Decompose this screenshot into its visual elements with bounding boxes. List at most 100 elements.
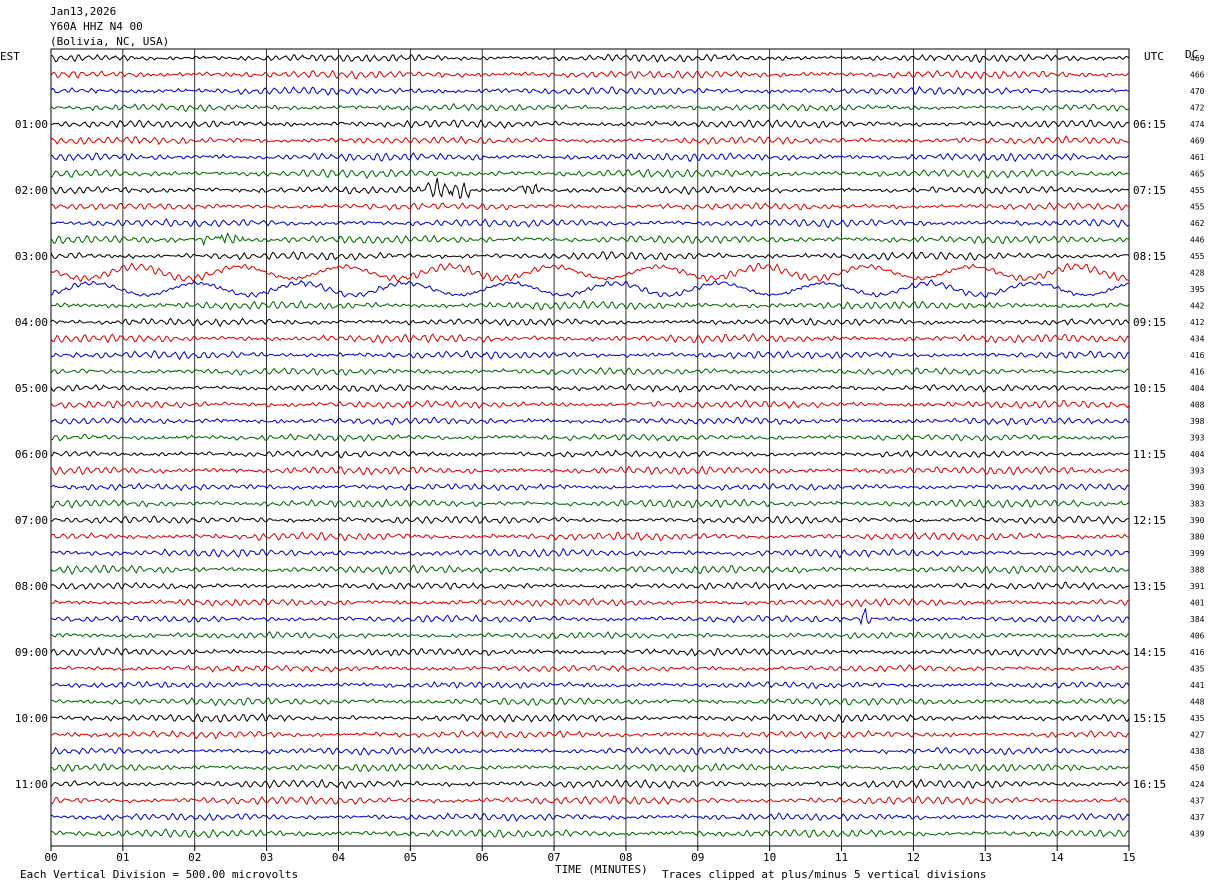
x-tick-label: 07	[547, 851, 560, 864]
x-tick-label: 12	[907, 851, 920, 864]
trace-row	[50, 547, 1130, 559]
x-tick-label: 05	[404, 851, 417, 864]
trace-row	[50, 232, 1130, 247]
trace-row	[50, 85, 1130, 96]
dc-header: DC	[1185, 48, 1199, 61]
station-location: (Bolivia, NC, USA)	[50, 35, 170, 48]
dc-offset-label: 472	[1190, 104, 1205, 113]
trace-row	[50, 279, 1130, 299]
dc-offset-label: 390	[1190, 516, 1205, 525]
est-hour-label: 10:00	[15, 712, 48, 725]
x-tick-label: 03	[260, 851, 273, 864]
est-hour-label: 07:00	[15, 514, 48, 527]
dc-offset-label: 462	[1190, 219, 1205, 228]
trace-row	[50, 762, 1130, 773]
est-hour-label: 11:00	[15, 778, 48, 791]
trace-row	[50, 350, 1130, 361]
trace-row	[50, 152, 1130, 163]
dc-offset-label: 391	[1190, 582, 1205, 591]
dc-offset-label: 398	[1190, 417, 1205, 426]
trace-row	[51, 433, 1130, 442]
trace-row	[50, 399, 1130, 410]
trace-row	[50, 53, 1130, 64]
est-hour-label: 03:00	[15, 250, 48, 263]
dc-offset-label: 448	[1190, 698, 1205, 707]
dc-offset-label: 437	[1190, 813, 1205, 822]
dc-offset-label: 388	[1190, 566, 1205, 575]
trace-row	[50, 564, 1130, 576]
dc-offset-label: 406	[1190, 632, 1205, 641]
utc-hour-label: 08:15	[1133, 250, 1166, 263]
dc-offset-label: 383	[1190, 500, 1205, 509]
dc-offset-label: 424	[1190, 780, 1205, 789]
trace-row	[50, 168, 1130, 180]
dc-offset-label: 384	[1190, 615, 1205, 624]
dc-offset-label: 439	[1190, 830, 1205, 839]
dc-offset-label: 408	[1190, 401, 1205, 410]
est-hour-label: 08:00	[15, 580, 48, 593]
trace-row	[50, 383, 1130, 393]
dc-offset-label: 395	[1190, 285, 1205, 294]
dc-offset-label: 428	[1190, 269, 1205, 278]
utc-hour-label: 16:15	[1133, 778, 1166, 791]
utc-hour-label: 15:15	[1133, 712, 1166, 725]
dc-offset-label: 416	[1190, 648, 1205, 657]
dc-offset-label: 416	[1190, 368, 1205, 377]
dc-offset-label: 399	[1190, 549, 1205, 558]
trace-row	[50, 515, 1130, 525]
trace-row	[50, 262, 1130, 283]
clip-note: Traces clipped at plus/minus 5 vertical …	[662, 868, 987, 881]
x-tick-label: 01	[116, 851, 129, 864]
x-tick-label: 09	[691, 851, 704, 864]
dc-offset-label: 393	[1190, 467, 1205, 476]
x-tick-label: 14	[1051, 851, 1065, 864]
x-tick-label: 15	[1122, 851, 1135, 864]
trace-row	[50, 680, 1130, 690]
trace-row	[50, 597, 1130, 608]
dc-offset-label: 404	[1190, 450, 1205, 459]
trace-row	[50, 828, 1130, 839]
est-hour-label: 02:00	[15, 184, 48, 197]
trace-row	[50, 697, 1130, 707]
trace-row	[50, 778, 1130, 790]
dc-offset-label: 435	[1190, 714, 1205, 723]
trace-row	[50, 119, 1130, 129]
trace-row	[50, 251, 1130, 261]
dc-offset-label: 469	[1190, 137, 1205, 146]
trace-row	[50, 367, 1130, 377]
utc-hour-label: 14:15	[1133, 646, 1166, 659]
dc-offset-label: 470	[1190, 87, 1205, 96]
utc-hour-label: 09:15	[1133, 316, 1166, 329]
trace-row	[50, 332, 1130, 344]
trace-row	[50, 102, 1130, 113]
dc-offset-label: 393	[1190, 434, 1205, 443]
dc-offset-label: 416	[1190, 351, 1205, 360]
x-tick-label: 10	[763, 851, 776, 864]
x-tick-label: 08	[619, 851, 632, 864]
scale-note: Each Vertical Division = 500.00 microvol…	[20, 868, 299, 881]
dc-offset-label: 450	[1190, 764, 1205, 773]
dc-offset-label: 437	[1190, 797, 1205, 806]
trace-row	[50, 317, 1130, 328]
x-tick-label: 02	[188, 851, 201, 864]
trace-row	[50, 630, 1130, 640]
station-code: Y60A HHZ N4 00	[50, 20, 143, 33]
dc-offset-label: 455	[1190, 186, 1205, 195]
trace-row	[50, 498, 1130, 509]
trace-row	[50, 482, 1130, 492]
dc-offset-label: 404	[1190, 384, 1205, 393]
trace-row	[50, 746, 1130, 756]
dc-offset-label: 461	[1190, 153, 1205, 162]
dc-offset-label: 434	[1190, 335, 1205, 344]
dc-offset-label: 455	[1190, 252, 1205, 261]
utc-hour-label: 10:15	[1133, 382, 1166, 395]
dc-offset-label: 474	[1190, 120, 1205, 129]
trace-row	[50, 135, 1130, 146]
trace-row	[50, 299, 1130, 311]
utc-hour-label: 07:15	[1133, 184, 1166, 197]
dc-offset-label: 427	[1190, 731, 1205, 740]
dc-offset-label: 469	[1190, 54, 1205, 63]
trace-row	[50, 69, 1130, 80]
est-hour-label: 06:00	[15, 448, 48, 461]
plot-frame	[50, 48, 1130, 847]
